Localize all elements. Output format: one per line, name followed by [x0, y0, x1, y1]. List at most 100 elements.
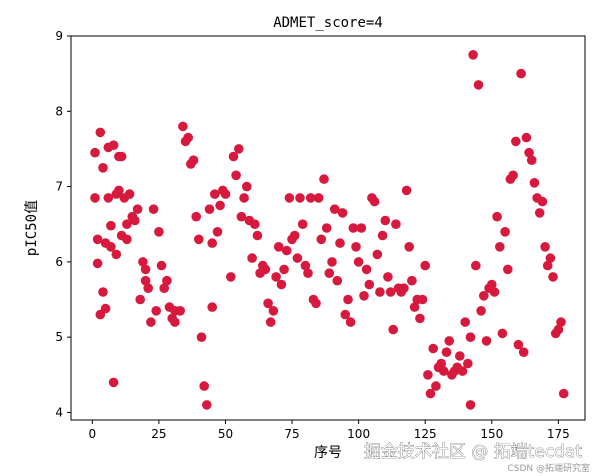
- x-tick-label: 100: [347, 427, 370, 441]
- data-point: [90, 147, 100, 158]
- plot-frame: [70, 35, 586, 421]
- data-point: [313, 193, 324, 203]
- data-point: [321, 223, 332, 233]
- data-point: [441, 347, 452, 358]
- data-point: [265, 317, 276, 327]
- y-axis-label: pIC50值: [24, 200, 40, 256]
- data-point: [356, 223, 367, 233]
- data-point: [489, 287, 500, 297]
- data-point: [407, 275, 417, 286]
- data-point: [292, 253, 303, 263]
- x-tick-label: 0: [88, 427, 96, 441]
- data-point: [364, 279, 375, 290]
- data-point: [542, 260, 553, 271]
- data-point: [116, 151, 127, 162]
- data-point: [138, 257, 148, 267]
- data-point: [279, 264, 289, 275]
- data-point: [479, 291, 489, 301]
- data-point: [431, 381, 441, 391]
- data-point: [281, 245, 292, 256]
- data-point: [481, 336, 492, 346]
- x-tick-label: 125: [414, 427, 437, 441]
- data-point: [103, 193, 114, 203]
- data-point: [534, 208, 545, 218]
- data-point: [263, 298, 273, 309]
- data-point: [210, 189, 220, 199]
- data-point: [226, 272, 236, 282]
- data-point: [135, 294, 145, 305]
- data-point: [548, 272, 558, 282]
- data-point: [276, 279, 287, 290]
- data-point: [273, 242, 284, 252]
- data-point: [236, 211, 247, 222]
- data-point: [108, 140, 119, 150]
- data-point: [553, 324, 564, 335]
- y-axis: 4 5 6 7 8 9: [55, 29, 71, 419]
- data-point: [497, 328, 508, 339]
- data-point: [335, 238, 345, 248]
- data-point: [503, 264, 513, 275]
- data-point: [124, 189, 135, 199]
- x-tick-label: 25: [151, 427, 166, 441]
- data-point: [524, 147, 534, 158]
- data-point: [90, 193, 100, 203]
- y-tick-label: 6: [55, 255, 63, 269]
- chart-title: ADMET_score=4: [273, 15, 383, 31]
- data-point: [404, 242, 415, 252]
- data-point: [513, 339, 524, 350]
- data-point: [311, 298, 321, 309]
- data-point: [332, 275, 343, 286]
- data-point: [204, 204, 215, 214]
- y-tick-label: 8: [55, 104, 63, 118]
- data-point: [420, 260, 431, 271]
- data-point: [399, 283, 409, 294]
- x-tick-label: 175: [547, 427, 570, 441]
- data-point: [377, 230, 388, 241]
- data-point: [148, 204, 159, 214]
- data-point: [175, 306, 185, 316]
- data-point: [132, 204, 143, 214]
- data-point: [300, 260, 311, 271]
- data-point: [361, 264, 372, 275]
- data-point: [473, 80, 484, 90]
- data-point: [297, 219, 308, 229]
- data-point: [271, 272, 281, 282]
- data-point: [540, 242, 550, 252]
- data-point: [122, 234, 132, 245]
- points-layer: [90, 50, 569, 410]
- data-point: [465, 400, 476, 410]
- data-point: [558, 388, 569, 399]
- data-point: [495, 242, 505, 252]
- data-point: [268, 306, 279, 316]
- y-tick-label: 5: [55, 330, 63, 344]
- data-point: [284, 193, 295, 203]
- data-point: [545, 253, 556, 263]
- data-point: [162, 275, 172, 286]
- data-point: [369, 196, 380, 207]
- watermark-text: 掘金技术社区 @ 拓端tecdat: [364, 442, 582, 462]
- data-point: [100, 303, 111, 314]
- data-point: [529, 178, 540, 188]
- data-point: [500, 227, 510, 237]
- data-point: [140, 264, 151, 275]
- data-point: [383, 272, 393, 282]
- data-point: [159, 283, 169, 294]
- data-point: [215, 200, 225, 211]
- data-point: [183, 132, 193, 143]
- y-tick-label: 4: [55, 405, 63, 419]
- data-point: [250, 219, 260, 229]
- data-point: [178, 121, 188, 132]
- data-point: [415, 313, 425, 324]
- y-tick-label: 7: [55, 180, 63, 194]
- data-point: [351, 242, 361, 252]
- data-point: [220, 189, 231, 199]
- data-point: [436, 358, 447, 369]
- data-point: [228, 151, 239, 162]
- x-tick-label: 150: [480, 427, 503, 441]
- data-point: [511, 136, 521, 147]
- data-point: [207, 302, 217, 312]
- x-tick-label: 75: [284, 427, 299, 441]
- data-point: [537, 196, 548, 207]
- data-point: [114, 185, 124, 196]
